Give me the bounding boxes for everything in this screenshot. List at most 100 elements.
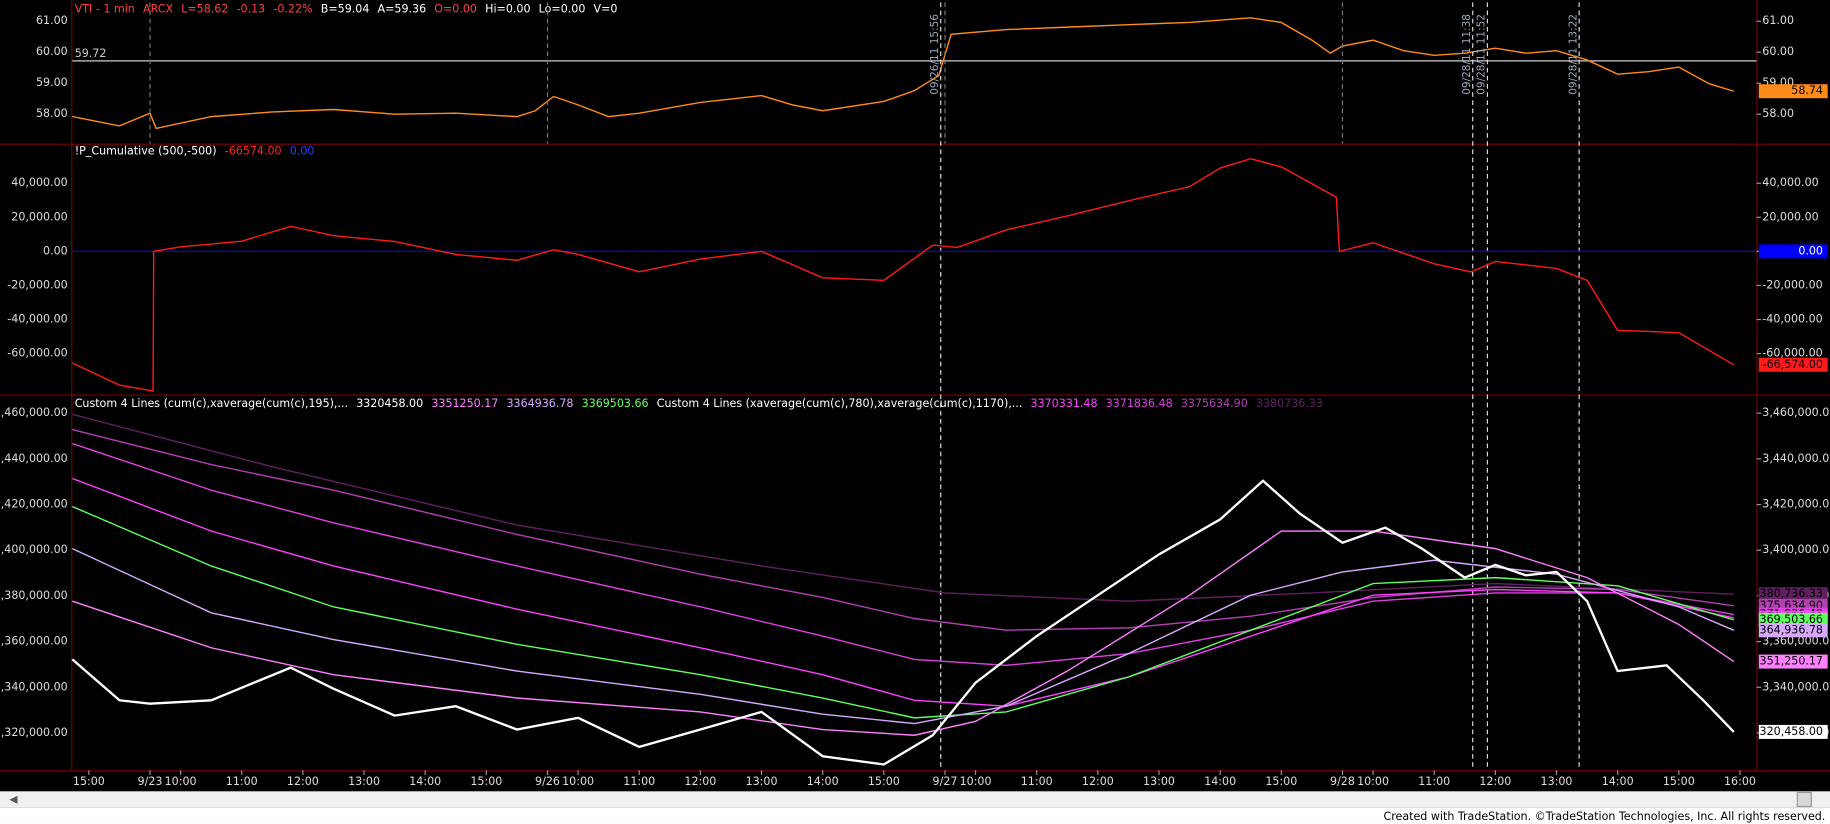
y-tick-label: 60.00 [36, 45, 68, 58]
x-tick-label: 12:00 [684, 775, 716, 788]
panel-header: -66574.00 [225, 145, 282, 158]
x-tick-label: 11:00 [623, 775, 655, 788]
panel-header: 3371836.48 [1106, 397, 1173, 410]
panel-header: 3370331.48 [1031, 397, 1098, 410]
event-label: 09/28/11 13:22 [1567, 14, 1579, 95]
y-tick-label: 61.00 [36, 14, 68, 27]
x-tick-label: 15:00 [1663, 775, 1695, 788]
y-tick-label: 3,380,000.00 [0, 589, 68, 602]
y-tick-label: 20,000.00 [11, 210, 67, 223]
panel-header: 3364936.78 [506, 397, 573, 410]
y-tick-label: 58.00 [1762, 107, 1794, 120]
x-tick-label: 13:00 [1541, 775, 1573, 788]
panel-header: A=59.36 [378, 2, 427, 15]
y-tick-label: 60.00 [1762, 45, 1794, 58]
y-tick-label: 0.00 [43, 244, 68, 257]
x-tick-label: 9/28 [1330, 775, 1355, 788]
x-tick-label: 11:00 [226, 775, 258, 788]
x-tick-label: 11:00 [1021, 775, 1053, 788]
last-value-box [1758, 623, 1828, 638]
series-line [71, 479, 1735, 766]
y-tick-label: -60,000.00 [7, 347, 67, 360]
panel-header: !P_Cumulative (500,-500) [75, 145, 217, 158]
panel-header: 3351250.17 [431, 397, 498, 410]
x-tick-label: 15:00 [73, 775, 105, 788]
y-tick-label: 59.00 [36, 76, 68, 89]
series-line [72, 547, 1735, 725]
status-bar [0, 807, 1830, 824]
y-tick-label: 3,460,000.00 [1762, 406, 1830, 419]
reference-label: 59.72 [75, 47, 107, 60]
x-tick-label: 10:00 [960, 775, 992, 788]
x-tick-label: 10:00 [165, 775, 197, 788]
panel-header: Custom 4 Lines (cum(c),xaverage(cum(c),1… [75, 397, 348, 410]
y-tick-label: 3,360,000.00 [1762, 635, 1830, 648]
x-tick-label: 9/27 [933, 775, 958, 788]
panel-header: B=59.04 [321, 2, 370, 15]
last-value-label: 3,364,936.78 [1749, 623, 1823, 636]
x-tick-label: 13:00 [348, 775, 380, 788]
panel-header: 3320458.00 [356, 397, 423, 410]
panel-header: ARCX [143, 2, 173, 15]
scroll-thumb[interactable] [1796, 791, 1812, 808]
y-tick-label: -20,000.00 [7, 278, 67, 291]
y-tick-label: -40,000.00 [1762, 313, 1822, 326]
x-tick-label: 13:00 [1143, 775, 1175, 788]
last-value-box [1758, 587, 1828, 602]
series-line [72, 428, 1734, 631]
scrollbar[interactable]: ◀ [0, 791, 1830, 808]
y-tick-label: 3,320,000.00 [0, 726, 68, 739]
y-tick-label: 58.00 [36, 107, 68, 120]
panel-header: -0.22% [273, 2, 312, 15]
x-tick-label: 12:00 [1082, 775, 1114, 788]
x-tick-label: 15:00 [470, 775, 502, 788]
y-tick-label: 3,360,000.00 [0, 635, 68, 648]
last-value-box [1758, 84, 1828, 99]
y-tick-label: 40,000.00 [11, 176, 67, 189]
series-line [72, 17, 1735, 130]
y-tick-label: 3,420,000.00 [1762, 498, 1830, 511]
last-value-label: -66,574.00 [1763, 358, 1823, 371]
series-line [72, 413, 1734, 602]
panel-header: V=0 [594, 2, 618, 15]
y-tick-label: 3,400,000.00 [1762, 543, 1830, 556]
x-tick-label: 10:00 [562, 775, 594, 788]
last-value-label: 58.74 [1791, 84, 1823, 97]
last-value-box [1758, 244, 1828, 259]
y-tick-label: 61.00 [1762, 14, 1794, 27]
event-label: 09/28/11 11:38 [1461, 14, 1473, 95]
footer: Created with TradeStation. ©TradeStation… [1383, 810, 1825, 823]
series-line [72, 157, 1735, 392]
y-tick-label: -40,000.00 [7, 313, 67, 326]
x-tick-label: 14:00 [409, 775, 441, 788]
panel-header: O=0.00 [434, 2, 477, 15]
scrollbar-track[interactable] [0, 791, 1830, 808]
x-tick-label: 13:00 [746, 775, 778, 788]
y-tick-label: 40,000.00 [1762, 176, 1818, 189]
panel-header: Hi=0.00 [485, 2, 530, 15]
event-label: 09/28/11 11:52 [1476, 14, 1488, 95]
y-tick-label: -60,000.00 [1762, 347, 1822, 360]
y-tick-label: 20,000.00 [1762, 210, 1818, 223]
last-value-box [1758, 357, 1828, 372]
x-tick-label: 14:00 [1602, 775, 1634, 788]
panel-header: VTI - 1 min [75, 2, 135, 15]
panel-frames [0, 0, 1830, 772]
panel-header: 3375634.90 [1181, 397, 1248, 410]
y-tick-label: 3,420,000.00 [0, 498, 68, 511]
last-value-box [1758, 724, 1828, 739]
panel-header: L=58.62 [181, 2, 228, 15]
panel-header: 0.00 [290, 145, 315, 158]
y-tick-label: 3,440,000.00 [0, 452, 68, 465]
panel-header: 3380736.33 [1256, 397, 1323, 410]
last-value-label: 3,320,458.00 [1749, 725, 1823, 738]
y-tick-label: 3,460,000.00 [0, 406, 68, 419]
scroll-left[interactable]: ◀ [9, 793, 18, 805]
series-line [72, 530, 1735, 736]
x-tick-label: 16:00 [1724, 775, 1756, 788]
x-tick-label: 15:00 [1265, 775, 1297, 788]
event-label: 09/26/11 15:56 [929, 14, 941, 95]
y-tick-label: 3,440,000.00 [1762, 452, 1830, 465]
panel-header: -0.13 [237, 2, 266, 15]
